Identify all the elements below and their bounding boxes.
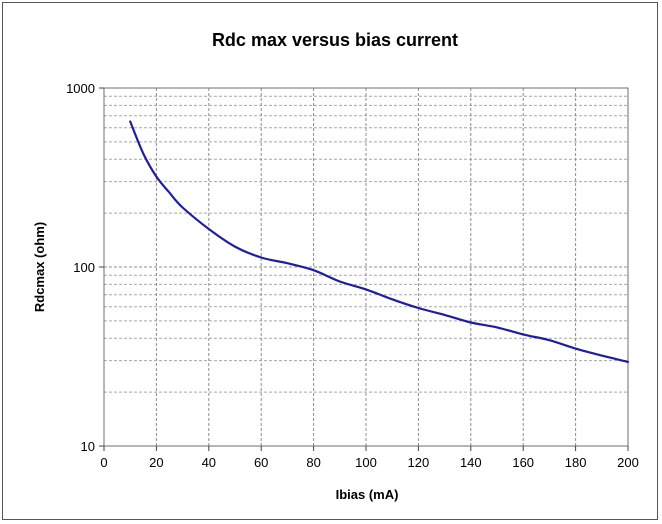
x-tick-label: 40 xyxy=(202,455,216,470)
x-tick-label: 180 xyxy=(565,455,587,470)
series-line xyxy=(129,120,630,363)
x-axis: 0 20 40 60 80 100 120 140 160 180 200 xyxy=(100,446,639,470)
y-axis-label: Rdcmax (ohm) xyxy=(32,222,47,312)
y-tick-label: 1000 xyxy=(66,81,95,96)
y-tick-label: 10 xyxy=(81,439,95,454)
x-tick-label: 60 xyxy=(254,455,268,470)
x-tick-label: 80 xyxy=(306,455,320,470)
grid-lines xyxy=(104,88,628,446)
y-axis: 10 100 1000 xyxy=(66,81,104,454)
x-tick-label: 160 xyxy=(512,455,534,470)
x-tick-label: 0 xyxy=(100,455,107,470)
x-tick-label: 120 xyxy=(408,455,430,470)
y-tick-label: 100 xyxy=(73,260,95,275)
x-tick-label: 20 xyxy=(149,455,163,470)
x-axis-label: Ibias (mA) xyxy=(336,487,399,502)
x-tick-label: 140 xyxy=(460,455,482,470)
x-tick-label: 200 xyxy=(617,455,639,470)
chart-title: Rdc max versus bias current xyxy=(212,30,458,50)
x-tick-label: 100 xyxy=(355,455,377,470)
